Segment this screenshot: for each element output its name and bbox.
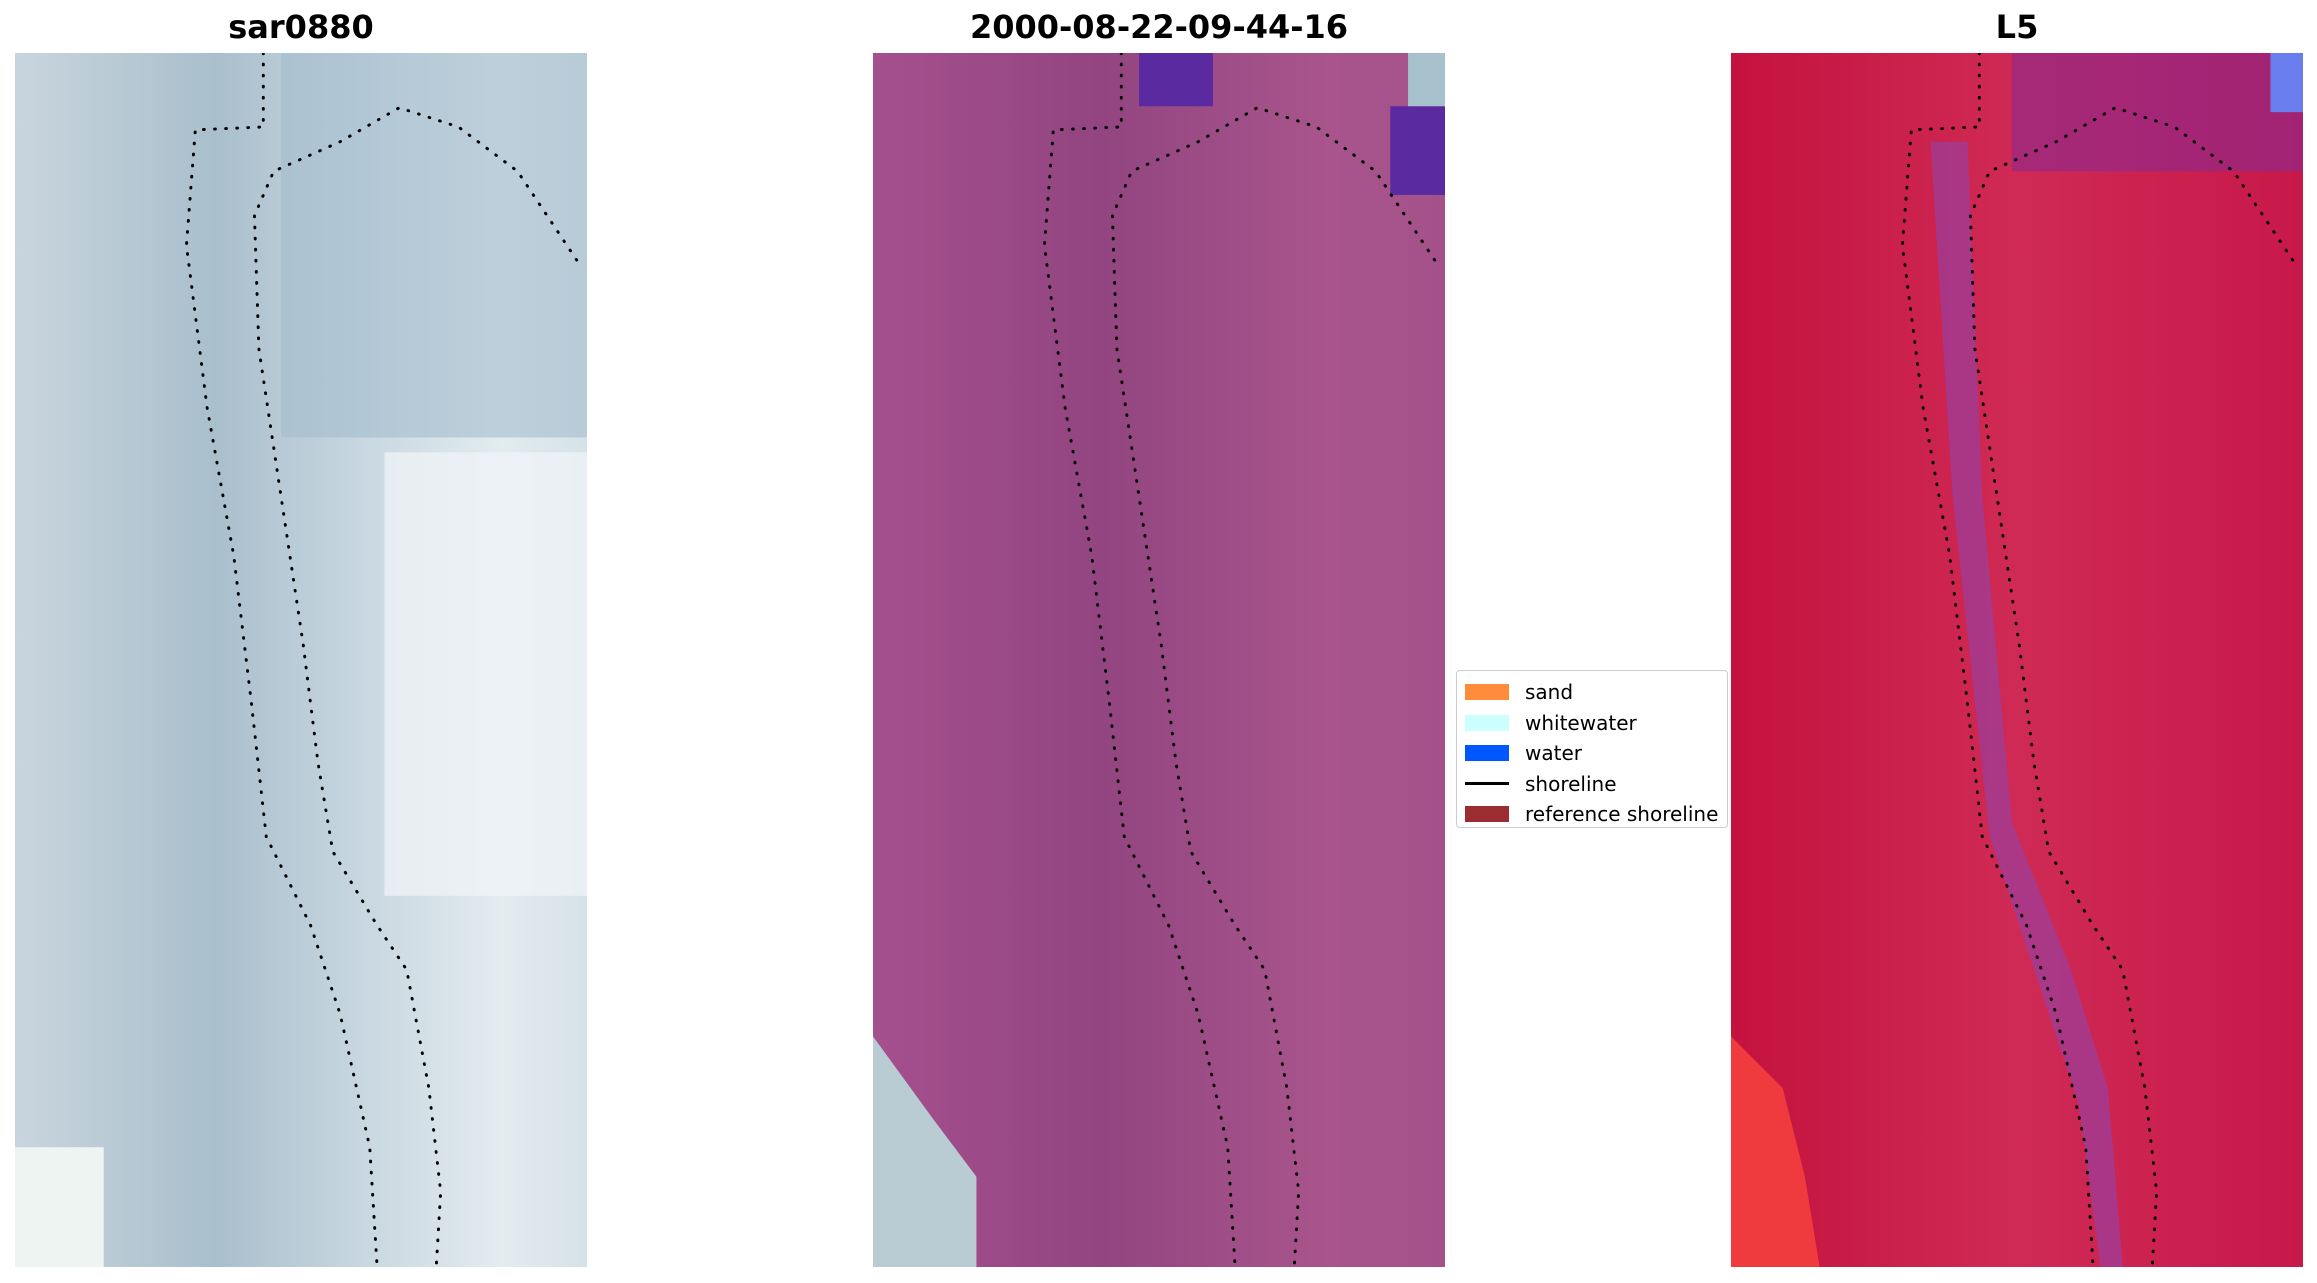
rgb-image xyxy=(15,53,587,1267)
legend-label: sand xyxy=(1525,680,1574,704)
legend-swatch xyxy=(1465,684,1509,700)
classified-image xyxy=(873,53,1445,1267)
legend-marker xyxy=(1465,806,1509,822)
legend-marker xyxy=(1465,745,1509,761)
legend-swatch xyxy=(1465,714,1509,731)
legend: sand whitewater water shoreline reference sh… xyxy=(1456,670,1728,828)
legend-item: water xyxy=(1465,738,1582,768)
legend-label: reference shoreline xyxy=(1525,802,1719,826)
legend-marker xyxy=(1465,714,1509,731)
legend-item: reference shoreline xyxy=(1465,799,1718,829)
legend-label: water xyxy=(1525,741,1582,765)
index-image xyxy=(1731,53,2303,1267)
legend-swatch xyxy=(1465,745,1509,761)
legend-item: shoreline xyxy=(1465,769,1617,799)
legend-marker xyxy=(1465,684,1509,700)
legend-label: whitewater xyxy=(1525,710,1637,735)
legend-marker xyxy=(1465,782,1509,785)
panel-title: sar0880 xyxy=(228,8,374,46)
legend-swatch xyxy=(1465,776,1509,792)
legend-item: whitewater xyxy=(1465,708,1637,738)
legend-item: sand xyxy=(1465,677,1573,707)
panel-title: L5 xyxy=(1995,8,2039,46)
legend-label: shoreline xyxy=(1525,771,1617,796)
legend-swatch xyxy=(1465,806,1509,822)
panel-title: 2000-08-22-09-44-16 xyxy=(969,8,1349,46)
